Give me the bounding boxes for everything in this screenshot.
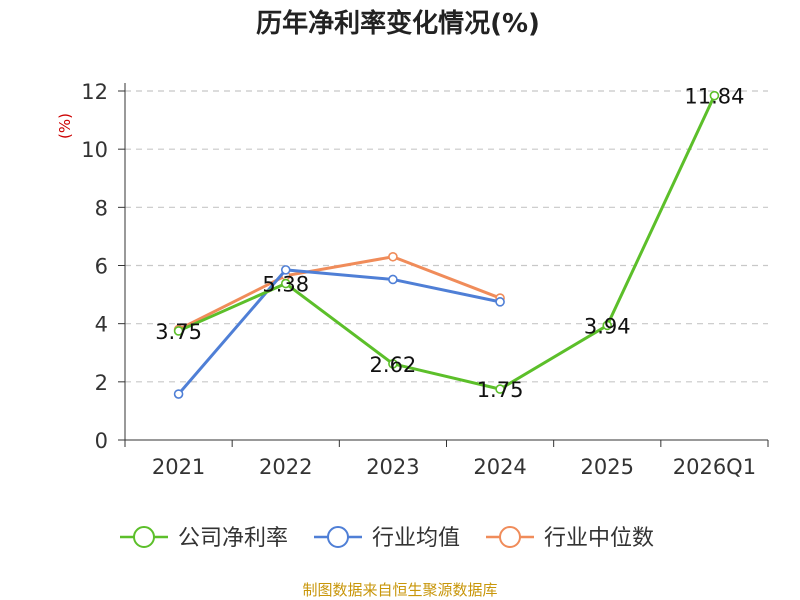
- y-tick-label: 2: [95, 371, 108, 395]
- legend-marker: [327, 526, 349, 548]
- legend-label: 行业均值: [372, 526, 460, 551]
- legend-marker: [499, 526, 521, 548]
- x-tick-label: 2025: [581, 455, 634, 479]
- data-point: [388, 359, 398, 369]
- y-tick-label: 0: [95, 429, 108, 453]
- data-point: [280, 265, 291, 275]
- data-point: [388, 274, 398, 285]
- series-lines: [173, 90, 720, 399]
- data-point: [495, 384, 505, 394]
- y-tick-label: 10: [81, 138, 108, 162]
- data-point: [173, 389, 184, 399]
- y-tick-label: 8: [95, 196, 108, 220]
- x-tick-label: 2022: [259, 455, 312, 479]
- y-tick-label: 12: [81, 80, 108, 104]
- x-tick-label: 2023: [366, 455, 419, 479]
- data-label: 5.38: [262, 273, 309, 297]
- source-note: 制图数据来自恒生聚源数据库: [302, 581, 497, 599]
- axes: 0 2 4 6 8 10 12 2021 2022 2023 2024 2025 2026Q1: [81, 80, 769, 479]
- legend-label: 行业中位数: [544, 526, 654, 551]
- series-line: [177, 95, 716, 391]
- data-label: 1.75: [477, 378, 524, 402]
- data-label: 3.94: [584, 314, 631, 338]
- y-tick-label: 4: [95, 313, 108, 337]
- data-point: [388, 251, 398, 262]
- data-point: [495, 297, 505, 307]
- series-line: [177, 255, 501, 331]
- legend-marker: [133, 526, 155, 548]
- legend: 公司净利率 行业均值 行业中位数: [120, 526, 654, 551]
- x-tick-label: 2024: [473, 455, 526, 479]
- y-tick-label: 6: [95, 255, 108, 279]
- data-point: [280, 278, 291, 289]
- series-line: [177, 268, 501, 396]
- grid-lines: [125, 90, 768, 383]
- data-label: 11.84: [684, 85, 744, 109]
- data-point: [173, 326, 184, 336]
- data-point: [709, 90, 720, 101]
- legend-label: 公司净利率: [178, 526, 288, 551]
- chart-title: 历年净利率变化情况(%): [256, 8, 540, 39]
- x-tick-label: 2021: [152, 455, 205, 479]
- x-tick-label: 2026Q1: [673, 455, 756, 479]
- data-point: [602, 320, 613, 331]
- data-labels: 3.75 5.38 2.62 1.75 3.94 11.84: [155, 85, 744, 402]
- data-label: 2.62: [370, 353, 417, 377]
- data-label: 3.75: [155, 320, 202, 344]
- y-axis-unit: (%): [56, 113, 74, 139]
